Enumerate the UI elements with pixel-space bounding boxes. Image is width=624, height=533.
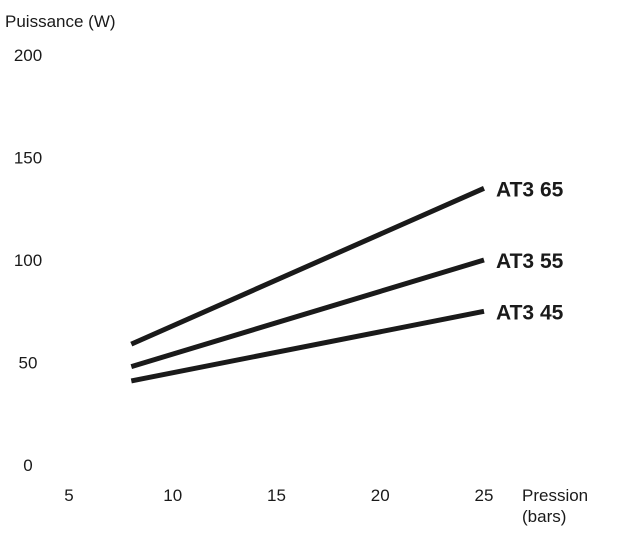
- series-line-at3-45: [130, 308, 485, 384]
- x-axis-title-line-1: Pression: [522, 486, 588, 505]
- x-tick-label: 25: [475, 486, 494, 505]
- x-axis-title: Pression (bars): [522, 486, 593, 526]
- y-tick-label: 100: [14, 251, 42, 270]
- x-tick-labels: 5 10 15 20 25: [64, 486, 493, 505]
- series-label-at3-45: AT3 45: [496, 301, 564, 324]
- series-line-at3-55: [130, 257, 485, 369]
- y-axis-title: Puissance (W): [5, 12, 116, 31]
- x-tick-label: 10: [163, 486, 182, 505]
- x-tick-label: 20: [371, 486, 390, 505]
- y-tick-labels: 0 50 100 150 200: [14, 46, 42, 475]
- x-tick-label: 5: [64, 486, 73, 505]
- series-label-at3-55: AT3 55: [496, 250, 564, 273]
- series-line-at3-65: [130, 186, 486, 347]
- series-lines: [130, 186, 486, 384]
- x-tick-label: 15: [267, 486, 286, 505]
- y-tick-label: 50: [19, 354, 38, 373]
- series-label-at3-65: AT3 65: [496, 178, 564, 201]
- y-tick-label: 0: [23, 456, 32, 475]
- series-labels: AT3 65 AT3 55 AT3 45: [496, 178, 564, 324]
- y-tick-label: 150: [14, 149, 42, 168]
- y-tick-label: 200: [14, 46, 42, 65]
- x-axis-title-line-2: (bars): [522, 507, 566, 526]
